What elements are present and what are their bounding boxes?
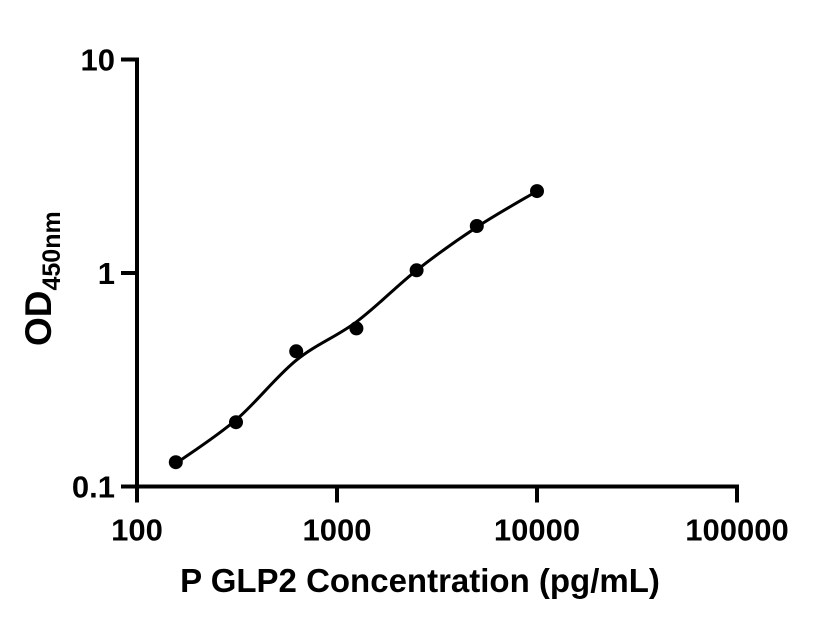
x-axis-tick-label: 1000 <box>303 513 372 548</box>
y-axis-tick-label: 0.1 <box>72 470 115 505</box>
y-axis-title: OD450nm <box>18 211 66 347</box>
y-axis-title-main: OD <box>18 290 59 347</box>
data-point <box>289 344 304 359</box>
data-point <box>409 263 424 278</box>
y-axis-title-sub: 450nm <box>38 211 66 291</box>
x-axis-title: P GLP2 Concentration (pg/mL) <box>180 562 660 599</box>
y-axis-tick-label: 1 <box>98 256 115 291</box>
x-axis-tick-label: 10000 <box>494 513 580 548</box>
x-axis-tick-label: 100 <box>111 513 163 548</box>
data-point <box>469 219 484 233</box>
data-point <box>530 184 544 199</box>
x-axis-tick-label: 100000 <box>685 513 788 548</box>
data-point <box>168 455 183 470</box>
data-point <box>349 321 364 336</box>
y-axis-tick-label: 10 <box>81 43 115 78</box>
data-point <box>229 415 243 430</box>
